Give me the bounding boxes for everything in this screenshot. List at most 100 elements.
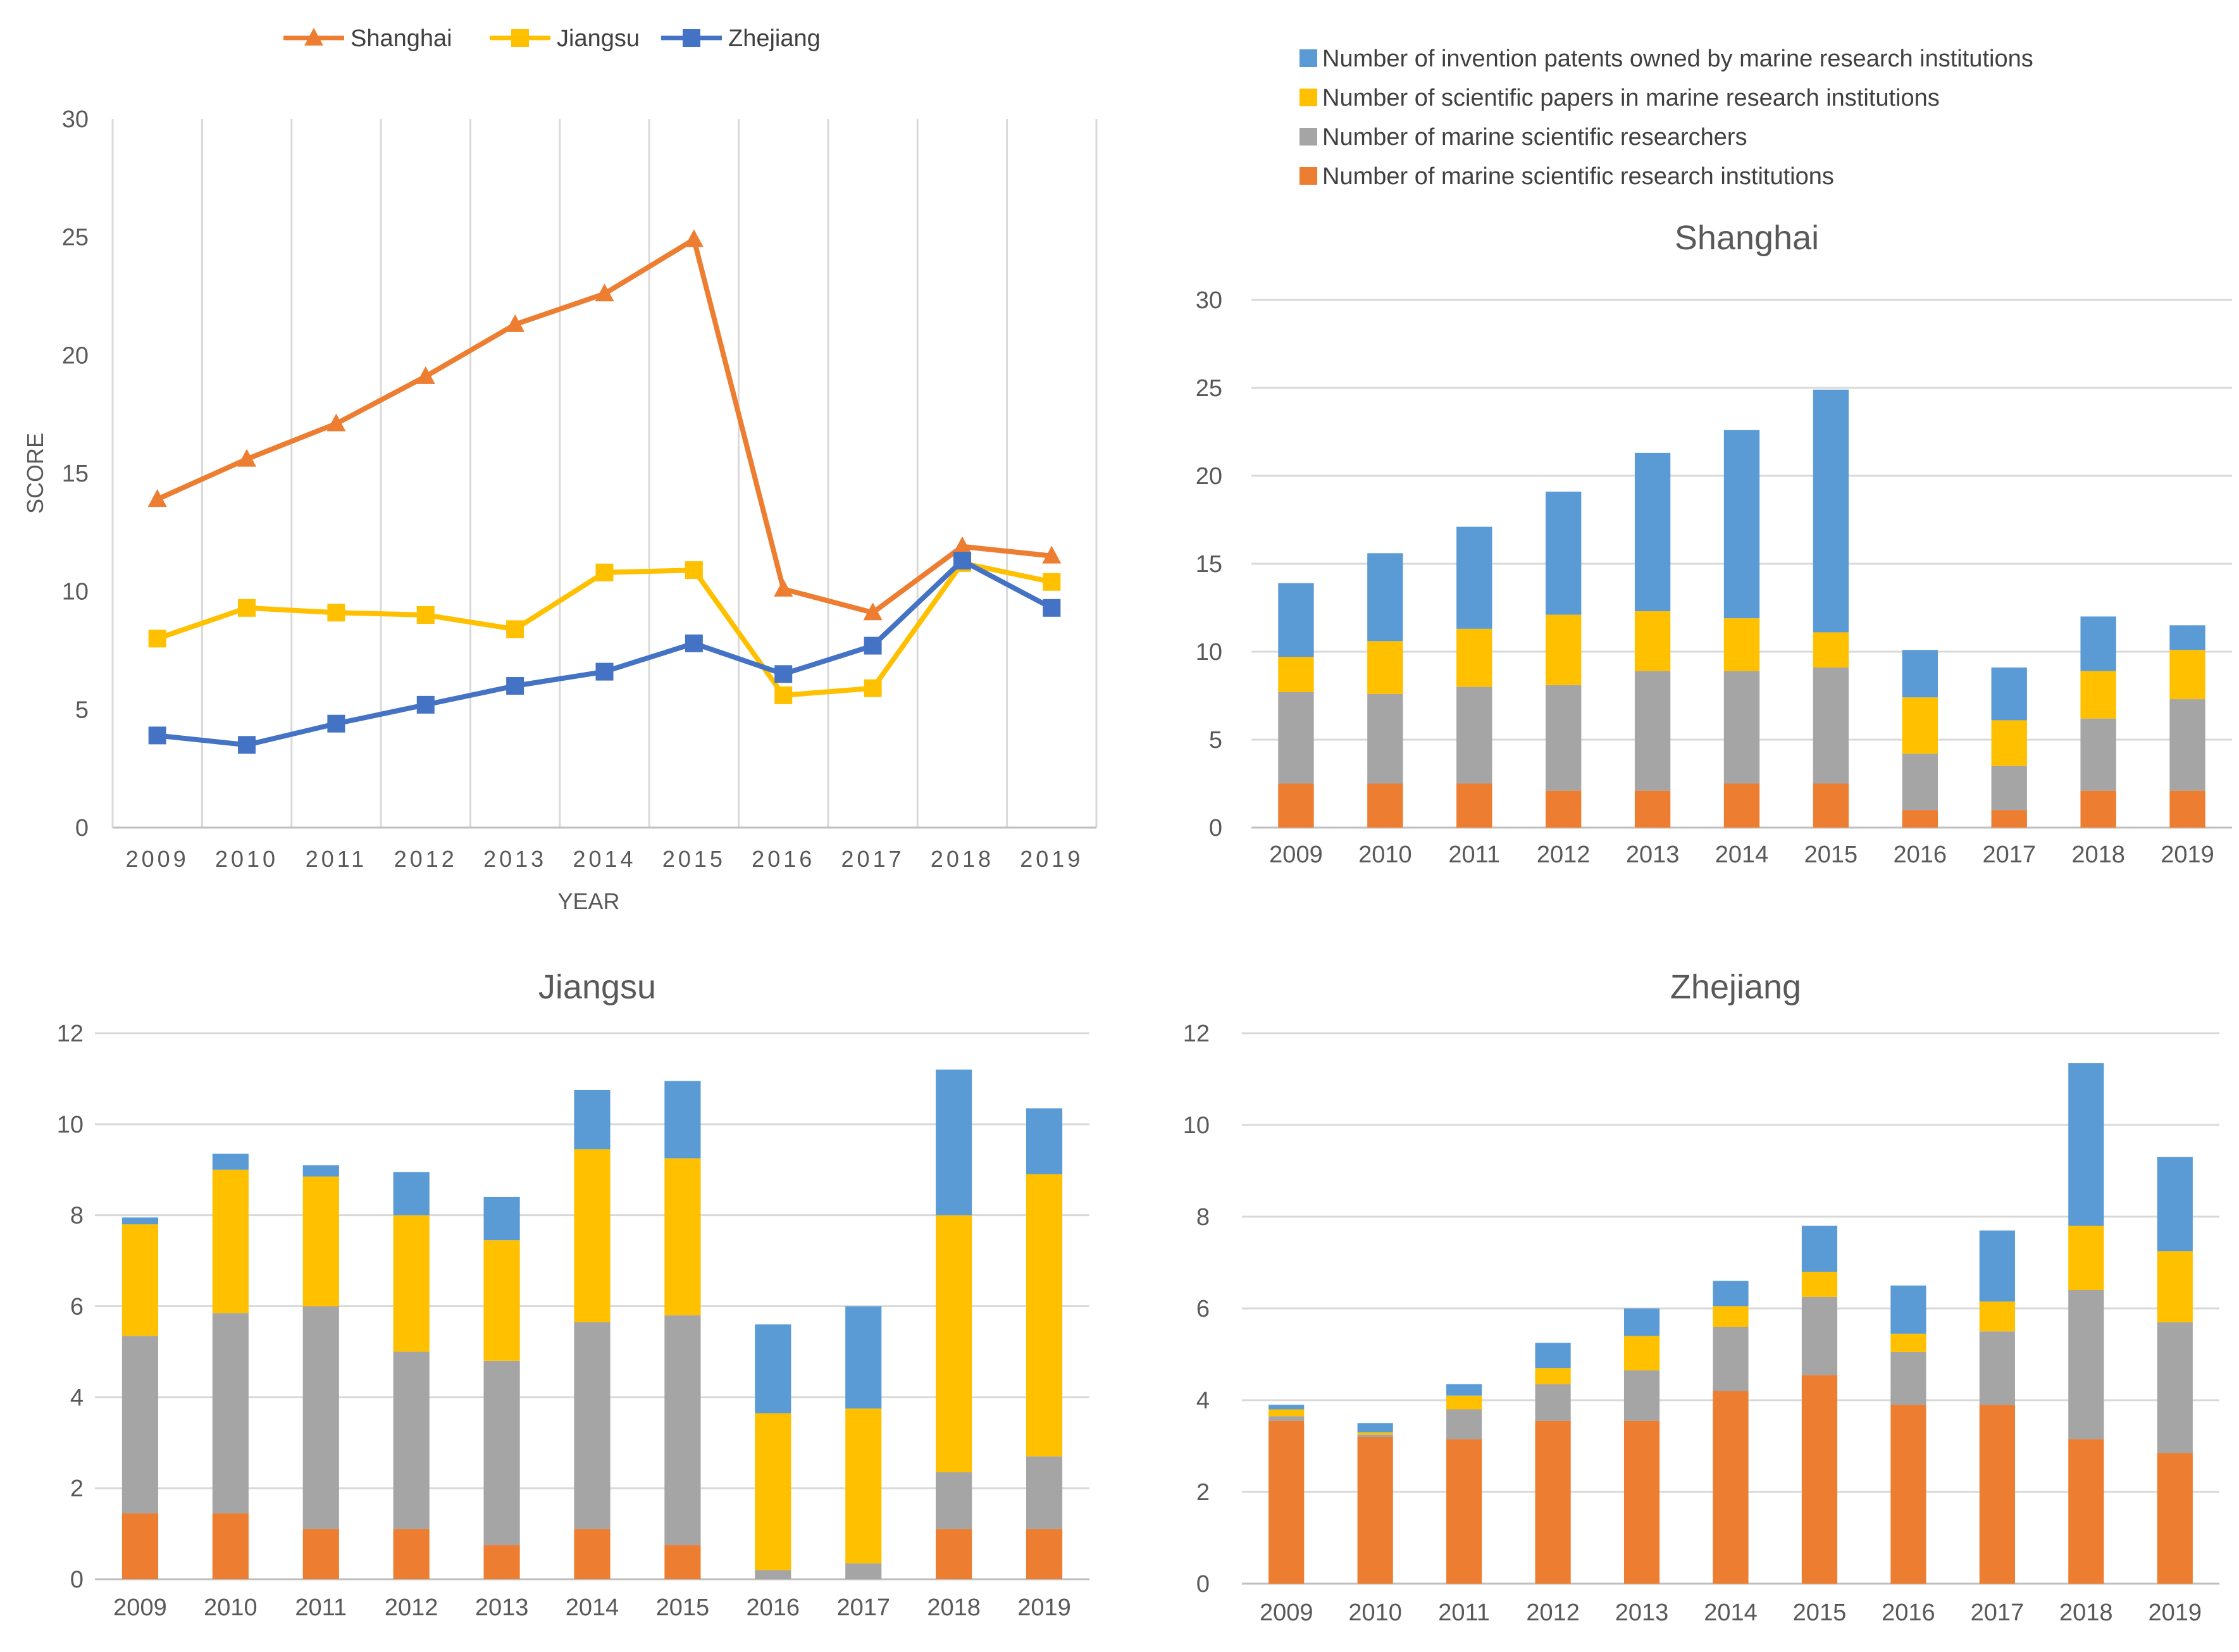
bar-segment-zhejiang-institutions	[2068, 1439, 2104, 1584]
bar-segment-jiangsu-papers	[574, 1149, 611, 1322]
bar-segment-jiangsu-patents	[936, 1069, 972, 1215]
x-tick-zhejiang: 2010	[1348, 1599, 1402, 1626]
x-tick-jiangsu: 2013	[475, 1594, 529, 1621]
bar-segment-jiangsu-institutions	[393, 1529, 430, 1579]
line-chart-x-tick: 2019	[1020, 846, 1083, 872]
bar-segment-jiangsu-researchers	[212, 1313, 249, 1513]
bar-segment-zhejiang-patents	[1979, 1230, 2015, 1302]
bar-segment-shanghai-researchers	[1813, 668, 1849, 784]
data-point-jiangsu	[595, 563, 614, 581]
data-point-zhejiang	[506, 677, 524, 695]
bar-segment-zhejiang-papers	[1268, 1409, 1305, 1417]
line-chart-x-tick: 2013	[483, 846, 547, 872]
bar-chart-zhejiang: Zhejiang 0 2 4 6 8 10 12 2009 2010 2011 2012 2013 201…	[1183, 968, 2219, 1626]
bar-segment-zhejiang-researchers	[1535, 1384, 1571, 1421]
bar-segment-zhejiang-papers	[2068, 1226, 2104, 1290]
line-chart-y-tick: 30	[62, 106, 89, 133]
bar-segment-zhejiang-institutions	[1890, 1405, 1926, 1584]
data-point-jiangsu	[148, 630, 166, 648]
bar-segment-zhejiang-researchers	[2068, 1290, 2104, 1439]
bar-segment-shanghai-patents	[1546, 492, 1582, 615]
x-tick-shanghai: 2010	[1358, 842, 1412, 868]
data-point-zhejiang	[774, 665, 793, 683]
bar-segment-zhejiang-researchers	[1890, 1351, 1926, 1405]
data-point-zhejiang	[685, 634, 703, 652]
x-tick-zhejiang: 2011	[1438, 1599, 1490, 1626]
data-point-shanghai	[416, 366, 435, 384]
bar-chart-jiangsu: Jiangsu 0 2 4 6 8 10 12 2009 2010 2011 2012 2013 2014…	[57, 968, 1089, 1621]
stack-legend-swatch-institutions	[1299, 167, 1317, 185]
x-tick-jiangsu: 2016	[747, 1594, 800, 1621]
legend-item-shanghai: Shanghai	[283, 25, 452, 52]
bar-segment-shanghai-institutions	[2080, 790, 2116, 828]
bar-segment-zhejiang-patents	[1801, 1226, 1838, 1272]
bar-segment-jiangsu-researchers	[393, 1351, 430, 1529]
line-chart-x-tick: 2010	[215, 846, 278, 872]
bar-segment-jiangsu-papers	[1026, 1174, 1063, 1456]
bar-segment-shanghai-papers	[1367, 641, 1403, 694]
data-point-shanghai	[863, 602, 883, 621]
x-tick-zhejiang: 2015	[1793, 1599, 1847, 1626]
bar-segment-zhejiang-institutions	[1801, 1375, 1838, 1584]
x-tick-jiangsu: 2015	[656, 1594, 710, 1621]
bar-segment-jiangsu-researchers	[936, 1472, 972, 1529]
bar-segment-shanghai-patents	[1902, 650, 1938, 698]
data-point-shanghai	[952, 536, 972, 554]
bar-segment-shanghai-institutions	[1991, 810, 2027, 828]
bar-segment-shanghai-patents	[1278, 583, 1314, 657]
line-chart-x-tick: 2015	[662, 846, 726, 872]
bar-segment-zhejiang-researchers	[1268, 1416, 1305, 1421]
x-tick-jiangsu: 2018	[927, 1594, 981, 1621]
bar-segment-shanghai-institutions	[2169, 790, 2205, 828]
bar-segment-jiangsu-patents	[574, 1090, 611, 1150]
stack-legend-label-institutions: Number of marine scientific research ins…	[1322, 163, 1834, 190]
x-tick-shanghai: 2011	[1448, 842, 1500, 868]
stack-legend-swatch-patents	[1299, 49, 1317, 67]
bar-segment-zhejiang-patents	[2068, 1063, 2104, 1226]
bar-segment-jiangsu-papers	[483, 1240, 520, 1361]
data-point-zhejiang	[327, 714, 345, 733]
bar-segment-jiangsu-institutions	[302, 1529, 339, 1579]
bar-segment-shanghai-institutions	[1723, 783, 1760, 828]
line-chart-y-tick: 15	[62, 461, 89, 487]
bar-segment-jiangsu-institutions	[121, 1513, 159, 1579]
bar-segment-zhejiang-patents	[1623, 1308, 1660, 1336]
data-point-jiangsu	[416, 606, 435, 624]
bar-segment-jiangsu-patents	[1026, 1108, 1063, 1174]
bar-segment-shanghai-researchers	[2080, 718, 2116, 791]
y-tick-zhejiang: 2	[1196, 1479, 1210, 1506]
x-tick-jiangsu: 2011	[295, 1594, 347, 1621]
legend-label-jiangsu: Jiangsu	[557, 25, 640, 52]
x-tick-shanghai: 2018	[2071, 842, 2125, 868]
data-point-zhejiang	[148, 726, 166, 745]
bar-segment-shanghai-researchers	[1546, 685, 1582, 791]
bar-segment-zhejiang-institutions	[2157, 1453, 2193, 1584]
bar-segment-jiangsu-institutions	[574, 1529, 611, 1579]
y-tick-jiangsu: 0	[70, 1567, 84, 1593]
bar-segment-shanghai-patents	[1367, 553, 1403, 642]
bar-segment-shanghai-papers	[1723, 618, 1760, 671]
bar-segment-shanghai-institutions	[1278, 783, 1314, 828]
bar-segment-zhejiang-patents	[2157, 1157, 2193, 1251]
line-series-shanghai	[147, 229, 1062, 621]
bar-segment-shanghai-patents	[1634, 452, 1671, 612]
bar-segment-jiangsu-papers	[845, 1408, 882, 1563]
legend-label-shanghai: Shanghai	[350, 25, 452, 52]
bar-segment-shanghai-researchers	[1367, 693, 1403, 784]
bar-segment-shanghai-papers	[2169, 650, 2205, 700]
y-tick-zhejiang: 0	[1196, 1571, 1210, 1598]
x-tick-jiangsu: 2014	[566, 1594, 619, 1621]
bar-segment-shanghai-patents	[2080, 616, 2116, 671]
bar-segment-shanghai-institutions	[1902, 810, 1938, 828]
bar-segment-jiangsu-researchers	[755, 1570, 791, 1579]
legend-item-jiangsu: Jiangsu	[490, 25, 640, 52]
x-tick-zhejiang: 2019	[2148, 1599, 2202, 1626]
bar-segment-zhejiang-papers	[1446, 1395, 1482, 1410]
bar-segment-shanghai-researchers	[2169, 699, 2205, 791]
stack-legend-item-papers: Number of scientific papers in marine re…	[1299, 85, 1940, 111]
data-point-zhejiang	[238, 736, 256, 754]
bar-segment-jiangsu-patents	[755, 1324, 791, 1413]
y-tick-jiangsu: 4	[70, 1384, 84, 1411]
stack-legend-swatch-papers	[1299, 89, 1317, 106]
data-point-zhejiang	[416, 695, 435, 714]
